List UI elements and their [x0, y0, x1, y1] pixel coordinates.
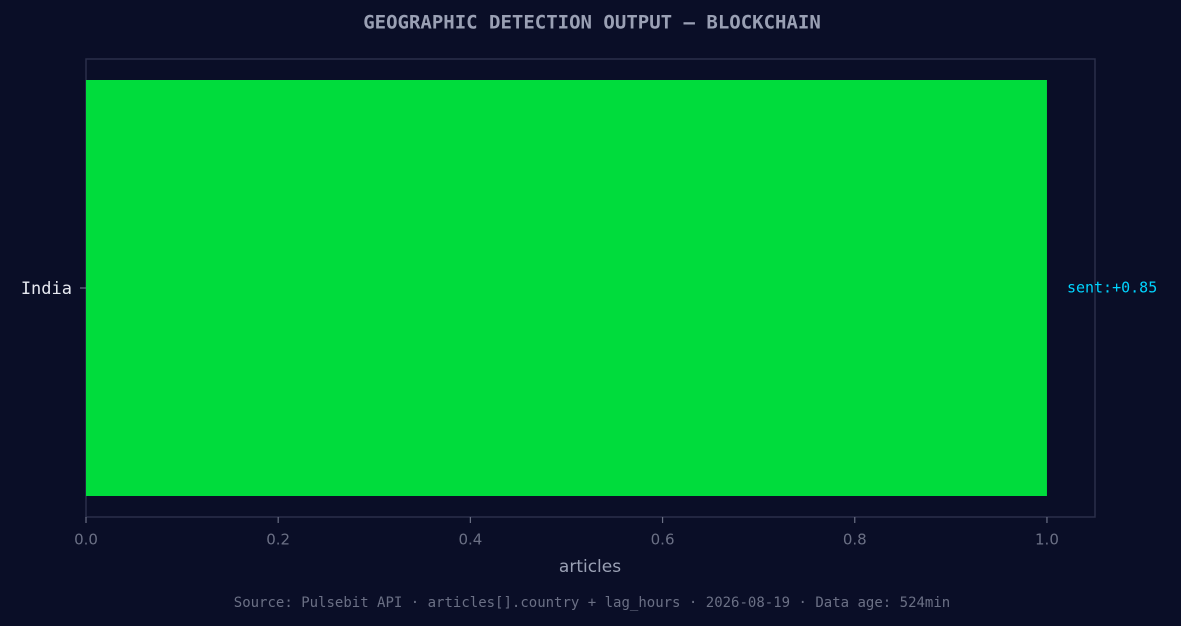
source-note: Source: Pulsebit API · articles[].countr… [234, 595, 950, 611]
bar [86, 80, 1047, 496]
x-tick-label: 0.0 [74, 531, 98, 549]
chart-title: GEOGRAPHIC DETECTION OUTPUT — BLOCKCHAIN [363, 12, 821, 34]
x-tick-label: 0.2 [266, 531, 290, 549]
x-tick-label: 0.6 [651, 531, 675, 549]
x-axis-label: articles [559, 557, 621, 577]
x-tick-label: 0.4 [458, 531, 482, 549]
bar-annotation: sent:+0.85 [1067, 279, 1157, 297]
x-tick-label: 1.0 [1035, 531, 1059, 549]
x-tick-label: 0.8 [843, 531, 867, 549]
y-tick-label: India [21, 279, 72, 299]
